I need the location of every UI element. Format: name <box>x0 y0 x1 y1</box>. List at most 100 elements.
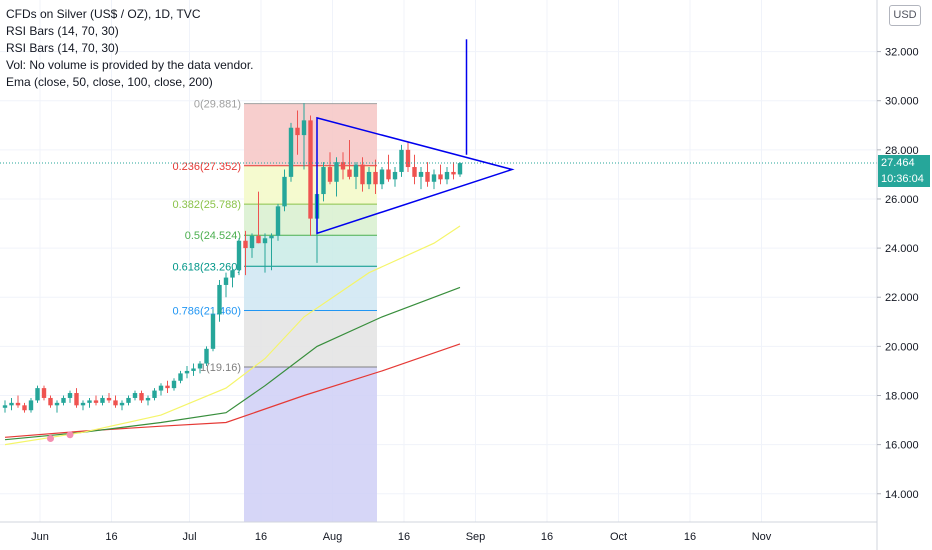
candle-body <box>204 348 209 364</box>
drawing-tools[interactable] <box>0 39 877 235</box>
y-tick-label: 20.000 <box>885 341 919 353</box>
candle-body <box>41 388 47 398</box>
chart-legend: CFDs on Silver (US$ / OZ), 1D, TVC RSI B… <box>6 6 253 91</box>
candle-body <box>158 385 164 391</box>
candle-body <box>236 240 242 271</box>
candle-body <box>113 400 118 406</box>
fib-level-label: 1(19.16) <box>200 362 241 374</box>
candle-body <box>67 393 73 398</box>
indicator-rsi-bars-1[interactable]: RSI Bars (14, 70, 30) <box>6 24 119 38</box>
candle-body <box>15 402 21 406</box>
ema100-line <box>4 286 461 441</box>
candle-body <box>275 206 281 236</box>
candle-body <box>28 400 34 411</box>
candle-body <box>80 402 86 406</box>
candle-body <box>360 164 365 185</box>
candle-body <box>379 169 385 185</box>
candle-body <box>126 397 131 403</box>
fib-level-label: 0.382(25.788) <box>173 199 242 211</box>
candle-body <box>74 393 79 406</box>
candle-body <box>399 149 404 172</box>
candle-body <box>145 397 151 401</box>
x-tick-label: Oct <box>610 531 627 543</box>
candle-body <box>197 363 203 369</box>
ema200-line <box>4 343 461 438</box>
candle-body <box>35 388 40 401</box>
candle-body <box>132 393 138 398</box>
candle-body <box>327 167 333 182</box>
candle-body <box>223 277 229 285</box>
x-tick-label: Nov <box>752 531 772 543</box>
y-tick-label: 30.000 <box>885 96 919 108</box>
fibonacci-retracement[interactable]: 0(29.881) 0.236(27.352) 0.382(25.788) 0.5(2… <box>173 99 378 522</box>
y-tick-label: 28.000 <box>885 145 919 157</box>
candle-body <box>444 171 450 180</box>
candle-body <box>230 270 235 278</box>
candle-body <box>139 393 144 401</box>
fib-level-label: 0.5(24.524) <box>185 230 241 242</box>
indicator-volume[interactable]: Vol: No volume is provided by the data v… <box>6 58 254 72</box>
candle-body <box>106 397 112 401</box>
candle-body <box>366 171 372 185</box>
y-tick-label: 26.000 <box>885 194 919 206</box>
fib-level-label: 0(29.881) <box>194 99 241 111</box>
y-tick-label: 32.000 <box>885 47 919 59</box>
candle-body <box>256 235 261 244</box>
candle-body <box>340 162 346 170</box>
candle-body <box>217 284 222 315</box>
indicator-rsi-bars-2[interactable]: RSI Bars (14, 70, 30) <box>6 41 119 55</box>
candle-body <box>373 171 378 185</box>
bar-countdown-label: 10:36:04 <box>878 171 930 187</box>
candle-body <box>347 169 352 177</box>
candle-body <box>22 405 27 411</box>
y-tick-label: 22.000 <box>885 292 919 304</box>
currency-button[interactable]: USD <box>889 5 921 26</box>
candle-body <box>451 171 456 175</box>
candle-body <box>9 402 14 406</box>
candle-body <box>386 169 391 180</box>
candle-body <box>288 127 294 177</box>
candle-body <box>412 167 417 177</box>
fib-zone <box>244 366 377 522</box>
candle-body <box>178 373 183 381</box>
candle-body <box>2 405 8 408</box>
candle-body <box>100 397 105 403</box>
candle-body <box>321 167 326 195</box>
indicator-ema[interactable]: Ema (close, 50, close, 100, close, 200) <box>6 75 213 89</box>
x-tick-label: 16 <box>541 531 553 543</box>
x-tick-label: Jun <box>31 531 49 543</box>
x-tick-label: 16 <box>684 531 696 543</box>
candle-body <box>119 402 125 406</box>
symbol-title[interactable]: CFDs on Silver (US$ / OZ), 1D, TVC <box>6 7 201 21</box>
candlestick-series <box>2 103 463 413</box>
candle-body <box>61 397 66 403</box>
candle-body <box>438 174 443 180</box>
x-tick-label: 16 <box>398 531 410 543</box>
candle-body <box>249 235 255 249</box>
candle-body <box>308 120 313 219</box>
candle-body <box>457 163 463 175</box>
x-tick-label: 16 <box>255 531 267 543</box>
x-tick-label: Aug <box>323 531 343 543</box>
candle-body <box>48 397 53 406</box>
candle-body <box>171 380 177 389</box>
fib-zone <box>244 266 377 311</box>
candle-body <box>405 149 411 168</box>
x-tick-label: 16 <box>105 531 117 543</box>
candle-body <box>295 127 300 136</box>
ema50-line <box>4 225 461 446</box>
candle-body <box>431 174 437 182</box>
candle-body <box>191 368 196 371</box>
symmetrical-triangle-drawing <box>316 116 515 235</box>
candle-body <box>392 171 398 180</box>
candle-body <box>93 400 99 403</box>
candle-body <box>210 314 216 349</box>
candle-body <box>87 400 92 403</box>
y-tick-label: 16.000 <box>885 440 919 452</box>
candle-body <box>425 171 430 182</box>
candle-body <box>353 164 359 177</box>
candle-body <box>54 402 60 406</box>
x-tick-label: Sep <box>466 531 486 543</box>
